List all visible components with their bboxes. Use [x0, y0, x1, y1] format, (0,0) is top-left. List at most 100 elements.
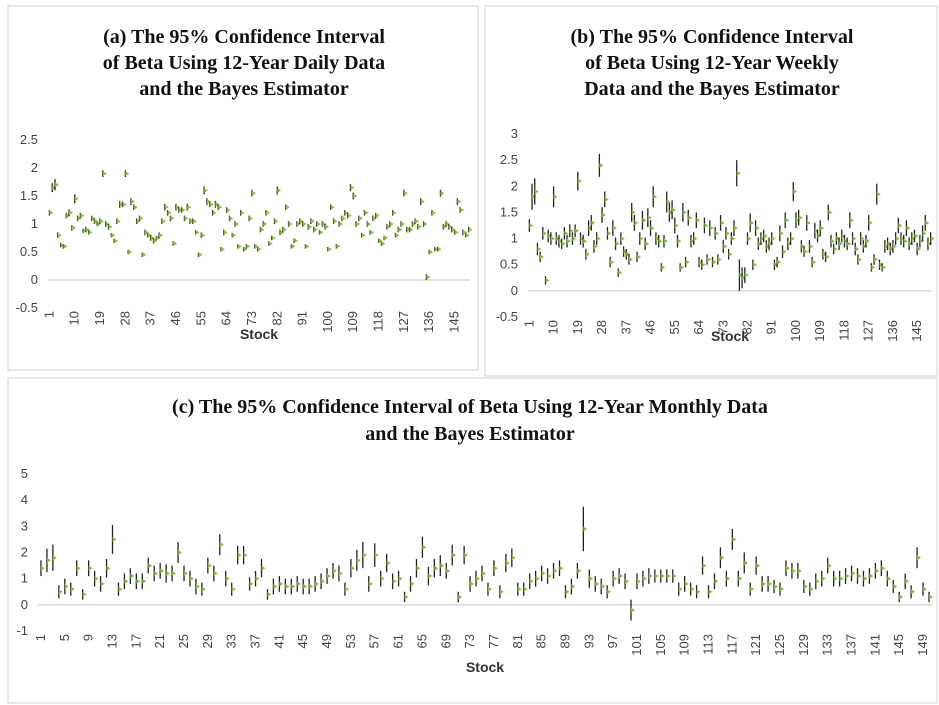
point-marker	[229, 215, 234, 221]
point-marker	[619, 573, 624, 579]
point-marker	[618, 270, 623, 276]
point-marker	[517, 586, 522, 592]
point-marker	[384, 235, 389, 241]
point-marker	[395, 232, 400, 238]
point-marker	[299, 218, 304, 224]
point-marker	[380, 576, 385, 582]
point-marker	[585, 251, 590, 257]
point-marker	[64, 584, 69, 590]
point-marker	[755, 225, 760, 231]
point-marker	[567, 238, 572, 244]
point-marker	[142, 578, 147, 584]
x-tick-label: 85	[534, 634, 549, 648]
point-marker	[344, 586, 349, 592]
point-marker	[738, 576, 743, 582]
point-marker	[476, 576, 481, 582]
point-marker	[406, 227, 411, 233]
point-marker	[432, 210, 437, 216]
point-marker	[801, 243, 806, 249]
point-marker	[452, 552, 457, 558]
x-tick-label: 127	[396, 311, 411, 333]
point-marker	[599, 162, 604, 168]
point-marker	[645, 241, 650, 247]
x-tick-label: 125	[772, 634, 787, 656]
x-axis-title: Stock	[466, 659, 504, 675]
point-marker	[639, 236, 644, 242]
point-marker	[777, 259, 782, 265]
point-marker	[844, 238, 849, 244]
point-marker	[260, 227, 265, 233]
point-marker	[836, 236, 841, 242]
point-marker	[762, 581, 767, 587]
point-marker	[547, 573, 552, 579]
point-marker	[398, 576, 403, 582]
point-marker	[267, 591, 272, 597]
point-marker	[857, 573, 862, 579]
point-marker	[232, 232, 237, 238]
point-marker	[732, 536, 737, 542]
point-marker	[623, 249, 628, 255]
point-marker	[246, 243, 251, 249]
point-marker	[577, 568, 582, 574]
point-marker	[237, 243, 242, 249]
point-marker	[454, 229, 459, 235]
point-marker	[548, 233, 553, 239]
point-marker	[839, 576, 844, 582]
point-marker	[106, 565, 111, 571]
point-marker	[728, 251, 733, 257]
x-tick-label: 91	[295, 311, 310, 325]
x-tick-label: 118	[836, 320, 851, 341]
point-marker	[434, 246, 439, 252]
point-marker	[308, 224, 313, 230]
point-marker	[150, 235, 155, 241]
point-marker	[540, 254, 545, 260]
point-marker	[85, 227, 90, 233]
point-marker	[690, 586, 695, 592]
point-marker	[815, 578, 820, 584]
point-marker	[930, 236, 935, 242]
point-marker	[857, 256, 862, 262]
point-marker	[313, 227, 318, 233]
point-marker	[909, 241, 914, 247]
point-marker	[139, 215, 144, 221]
x-axis-title: Stock	[240, 326, 278, 342]
point-marker	[362, 552, 367, 558]
point-marker	[612, 225, 617, 231]
point-marker	[626, 251, 631, 257]
point-marker	[756, 563, 761, 569]
x-tick-label: 109	[812, 320, 827, 342]
point-marker	[895, 236, 900, 242]
x-tick-label: 137	[844, 634, 859, 656]
point-marker	[305, 243, 310, 249]
point-marker	[322, 221, 327, 227]
point-marker	[642, 576, 647, 582]
point-marker	[195, 584, 200, 590]
point-marker	[911, 236, 916, 242]
point-marker	[790, 236, 795, 242]
point-marker	[613, 576, 618, 582]
point-marker	[403, 190, 408, 196]
point-marker	[148, 563, 153, 569]
point-marker	[696, 589, 701, 595]
point-marker	[780, 586, 785, 592]
point-marker	[833, 246, 838, 252]
point-marker	[130, 199, 135, 205]
point-marker	[344, 210, 349, 216]
point-marker	[744, 272, 749, 278]
point-marker	[161, 218, 166, 224]
point-marker	[416, 565, 421, 571]
point-marker	[83, 228, 88, 234]
x-axis-title: Stock	[711, 328, 749, 344]
point-marker	[709, 225, 714, 231]
point-marker	[302, 221, 307, 227]
point-marker	[338, 570, 343, 576]
point-marker	[771, 236, 776, 242]
point-marker	[680, 264, 685, 270]
point-marker	[820, 225, 825, 231]
point-marker	[890, 246, 895, 252]
point-marker	[231, 586, 236, 592]
point-marker	[209, 201, 214, 207]
point-marker	[610, 259, 615, 265]
point-marker	[172, 570, 177, 576]
point-marker	[607, 230, 612, 236]
